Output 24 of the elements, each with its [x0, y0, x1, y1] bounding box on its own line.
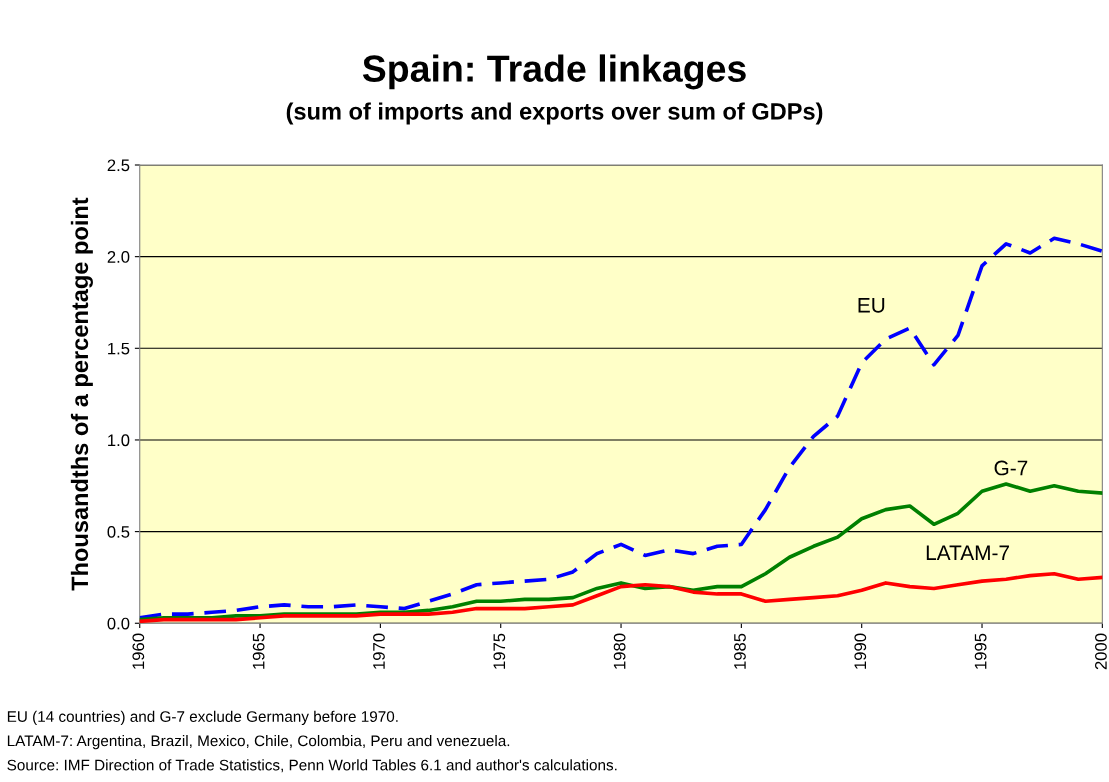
text: EU (14 countries) and G-7 exclude Germany before 1970. [7, 710, 398, 725]
y-axis-title: Thousandths of a percentage point [70, 197, 93, 591]
x-tick-label: 1960 [132, 633, 145, 669]
source-note: Source: IMF Direction of Trade Statistics, Penn World Tables 6.1 and author's calculations. [7, 759, 617, 773]
series-label: LATAM-7 [926, 545, 1009, 560]
text: LATAM-7: Argentina, Brazil, Mexico, Chile, Colombia, Peru and venezuela. [7, 735, 510, 750]
x-tick-label: 1965 [252, 633, 265, 669]
x-tick-label: 1990 [854, 633, 867, 669]
x-tick-label: 1985 [734, 633, 746, 669]
x-tick-label: 1975 [493, 633, 506, 669]
x-tick-label: 1970 [373, 633, 385, 669]
y-tick-label: 1.5 [108, 342, 130, 355]
y-tick-label: 0.0 [107, 617, 130, 630]
y-tick-label: 1.0 [108, 434, 130, 447]
series-label: EU [858, 298, 885, 313]
chart-subtitle: (sum of imports and exports over sum of GDPs) [286, 102, 823, 125]
x-tick-label: 2000 [1095, 633, 1107, 670]
y-tick-label: 0.5 [107, 526, 130, 538]
series-label: G-7 [994, 460, 1028, 476]
y-tick-label: 2.5 [107, 159, 130, 172]
x-tick-label: 1995 [974, 633, 987, 669]
chart-title: Spain: Trade linkages [362, 54, 746, 90]
x-tick-label: 1980 [613, 633, 626, 669]
y-tick-label: 2.0 [107, 251, 130, 263]
